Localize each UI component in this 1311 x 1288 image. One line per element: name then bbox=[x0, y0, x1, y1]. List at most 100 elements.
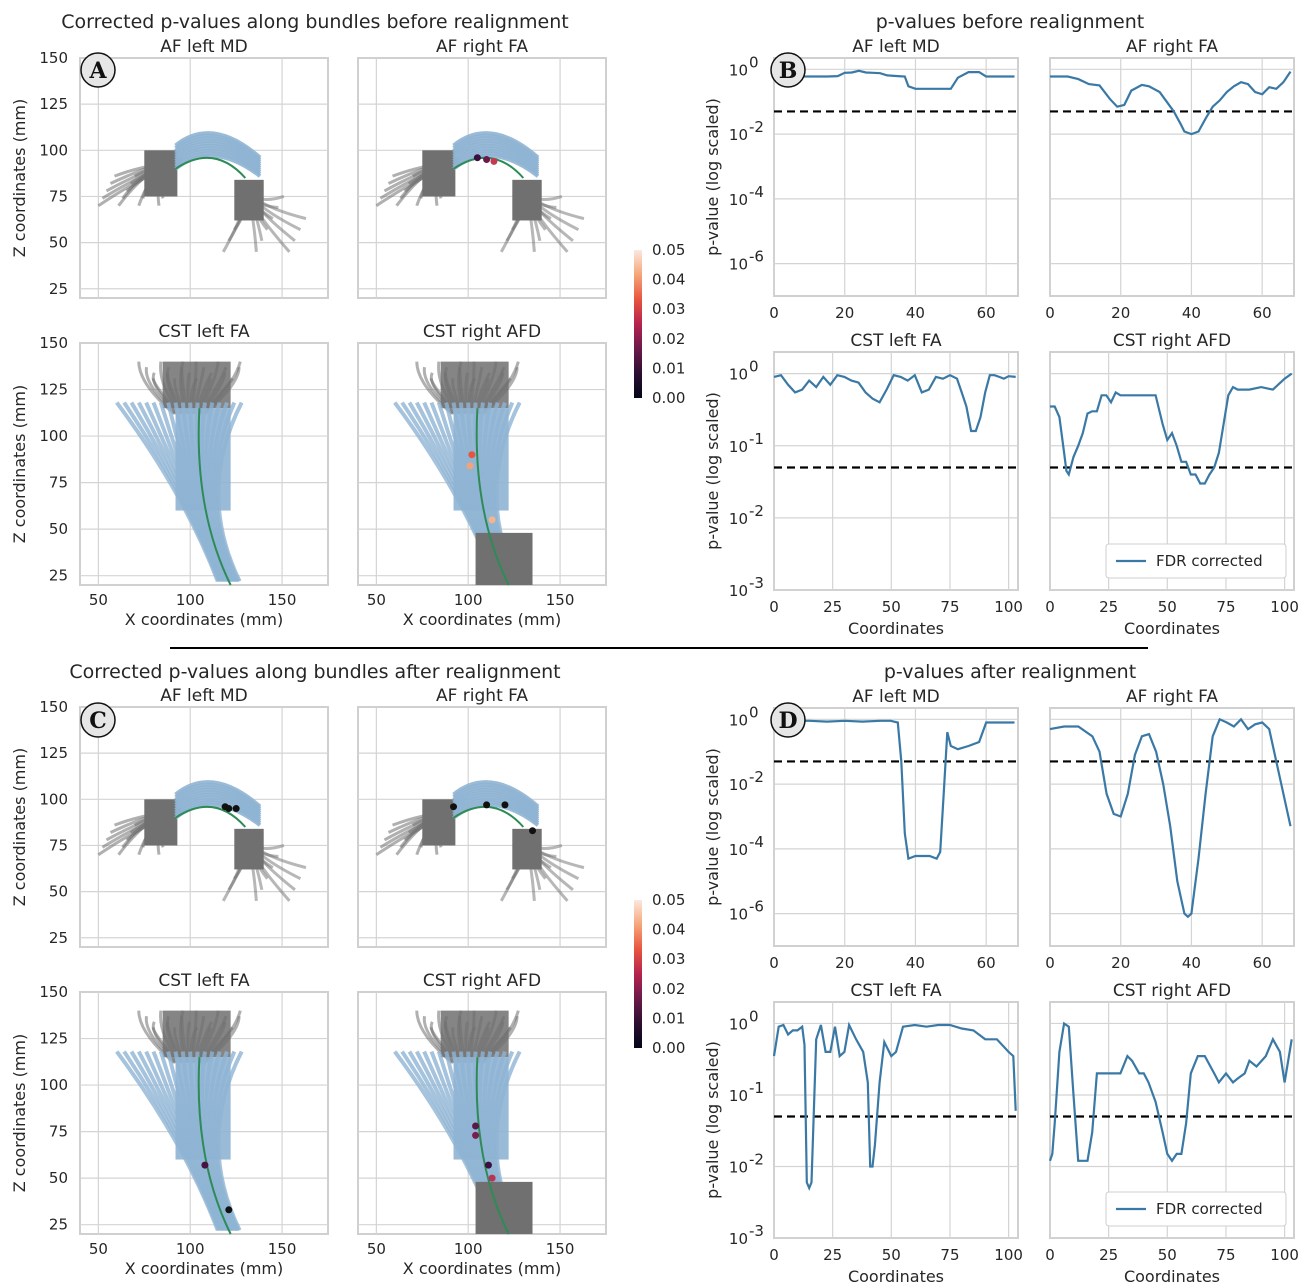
y-axis-label: Z coordinates (mm) bbox=[10, 99, 29, 257]
colorbar-tick-label: 0.03 bbox=[652, 300, 685, 318]
pvalue-marker bbox=[484, 1161, 492, 1169]
y-axis-label: p-value (log scaled) bbox=[703, 748, 722, 906]
colorbar-tick-label: 0.02 bbox=[652, 980, 685, 998]
fiber-blue bbox=[174, 780, 262, 809]
heading-d: p-values after realignment bbox=[884, 661, 1136, 683]
pvalue-marker bbox=[483, 801, 491, 809]
panel-frame bbox=[773, 1001, 1019, 1239]
x-tick-label: 40 bbox=[1182, 304, 1201, 322]
centerline bbox=[174, 156, 247, 179]
fibers bbox=[375, 131, 585, 253]
badge-circle bbox=[80, 702, 116, 738]
series-line bbox=[1049, 717, 1292, 919]
pvalue-marker bbox=[472, 1122, 480, 1130]
y-tick-label: 50 bbox=[49, 883, 68, 901]
panel-title: AF right FA bbox=[1126, 687, 1218, 707]
y-tick-exponent: 0 bbox=[749, 53, 759, 71]
fibers bbox=[115, 361, 244, 586]
y-tick-label: 25 bbox=[49, 567, 68, 585]
y-tick-label: 100 bbox=[39, 141, 68, 159]
x-tick-label: 50 bbox=[882, 1246, 901, 1264]
pvalue-marker bbox=[483, 156, 491, 164]
pvalue-marker bbox=[232, 805, 240, 813]
series-line bbox=[772, 1021, 1017, 1191]
centerline bbox=[452, 805, 525, 828]
panel-title: CST right AFD bbox=[423, 322, 541, 342]
badge-letter: A bbox=[88, 58, 107, 84]
y-tick-label: 125 bbox=[39, 1030, 68, 1048]
pvalue-marker bbox=[450, 803, 458, 811]
panel-title: CST left FA bbox=[158, 971, 250, 991]
y-axis-label: Z coordinates (mm) bbox=[10, 385, 29, 543]
panel-title: AF left MD bbox=[160, 686, 248, 706]
fiber-block bbox=[234, 179, 264, 221]
heading-a: Corrected p-values along bundles before … bbox=[61, 11, 568, 33]
fiber-block bbox=[162, 361, 231, 409]
panel-title: AF left MD bbox=[852, 37, 940, 57]
fiber-block bbox=[512, 179, 542, 221]
y-tick-label: 10 bbox=[729, 126, 748, 144]
x-tick-label: 50 bbox=[367, 591, 386, 609]
panel-frame bbox=[1049, 57, 1295, 297]
y-tick-exponent: -2 bbox=[749, 502, 764, 520]
colorbar-tick-label: 0.00 bbox=[652, 389, 685, 407]
x-axis-label: X coordinates (mm) bbox=[125, 1259, 283, 1278]
fiber-gray bbox=[151, 1027, 180, 1064]
y-tick-label: 150 bbox=[39, 334, 68, 352]
x-tick-label: 50 bbox=[1158, 598, 1177, 616]
x-tick-label: 150 bbox=[546, 1240, 575, 1258]
panel-frame bbox=[773, 707, 1019, 947]
bundle-panel-A-af-right-fa: AF right FA bbox=[357, 37, 607, 299]
fiber-block bbox=[144, 799, 178, 846]
y-axis-label: p-value (log scaled) bbox=[703, 1041, 722, 1199]
pvalue-marker bbox=[501, 801, 509, 809]
fiber-block bbox=[422, 799, 456, 846]
y-tick-exponent: -1 bbox=[749, 1079, 764, 1097]
fiber-block bbox=[162, 1010, 231, 1058]
y-tick-exponent: 0 bbox=[749, 1007, 759, 1025]
y-tick-label: 10 bbox=[729, 1230, 748, 1248]
legend-label: FDR corrected bbox=[1156, 1200, 1263, 1218]
fiber-blue bbox=[174, 131, 262, 160]
y-tick-exponent: -6 bbox=[749, 248, 764, 266]
y-tick-label: 75 bbox=[49, 474, 68, 492]
panel-badge-a: A bbox=[80, 52, 116, 88]
centerline bbox=[174, 805, 247, 828]
fiber-gray bbox=[429, 378, 458, 415]
y-tick-label: 125 bbox=[39, 95, 68, 113]
centerline bbox=[475, 1057, 510, 1235]
y-tick-label: 10 bbox=[729, 438, 748, 456]
y-tick-label: 10 bbox=[729, 1015, 748, 1033]
badge-letter: B bbox=[779, 58, 798, 84]
x-tick-label: 150 bbox=[268, 1240, 297, 1258]
centerline bbox=[197, 408, 232, 586]
panel-title: AF right FA bbox=[436, 686, 528, 706]
fiber-gray bbox=[429, 1027, 458, 1064]
x-tick-label: 75 bbox=[1216, 1246, 1235, 1264]
x-tick-label: 0 bbox=[769, 1246, 779, 1264]
y-tick-label: 10 bbox=[729, 582, 748, 600]
y-tick-label: 75 bbox=[49, 1123, 68, 1141]
y-tick-label: 10 bbox=[729, 906, 748, 924]
y-axis-label: Z coordinates (mm) bbox=[10, 748, 29, 906]
y-tick-label: 10 bbox=[729, 510, 748, 528]
x-tick-label: 100 bbox=[176, 591, 205, 609]
legend-label: FDR corrected bbox=[1156, 552, 1263, 570]
bundle-panel-C-cst-left-fa: CST left FA 150 125 100 75 50 25 Z coordinates … bbox=[10, 971, 329, 1278]
y-tick-exponent: -3 bbox=[749, 574, 764, 592]
y-tick-label: 10 bbox=[729, 1087, 748, 1105]
centerline bbox=[475, 408, 510, 586]
x-tick-label: 0 bbox=[769, 954, 779, 972]
badge-letter: C bbox=[89, 708, 107, 734]
panel-badge-d: D bbox=[770, 702, 806, 738]
y-tick-label: 150 bbox=[39, 49, 68, 67]
colorbar-tick-label: 0.04 bbox=[652, 921, 685, 939]
x-tick-label: 50 bbox=[882, 598, 901, 616]
pvalue-marker bbox=[472, 1131, 480, 1139]
x-tick-label: 0 bbox=[1045, 954, 1055, 972]
series-line bbox=[1050, 372, 1293, 485]
fibers bbox=[97, 131, 307, 253]
y-tick-label: 75 bbox=[49, 836, 68, 854]
